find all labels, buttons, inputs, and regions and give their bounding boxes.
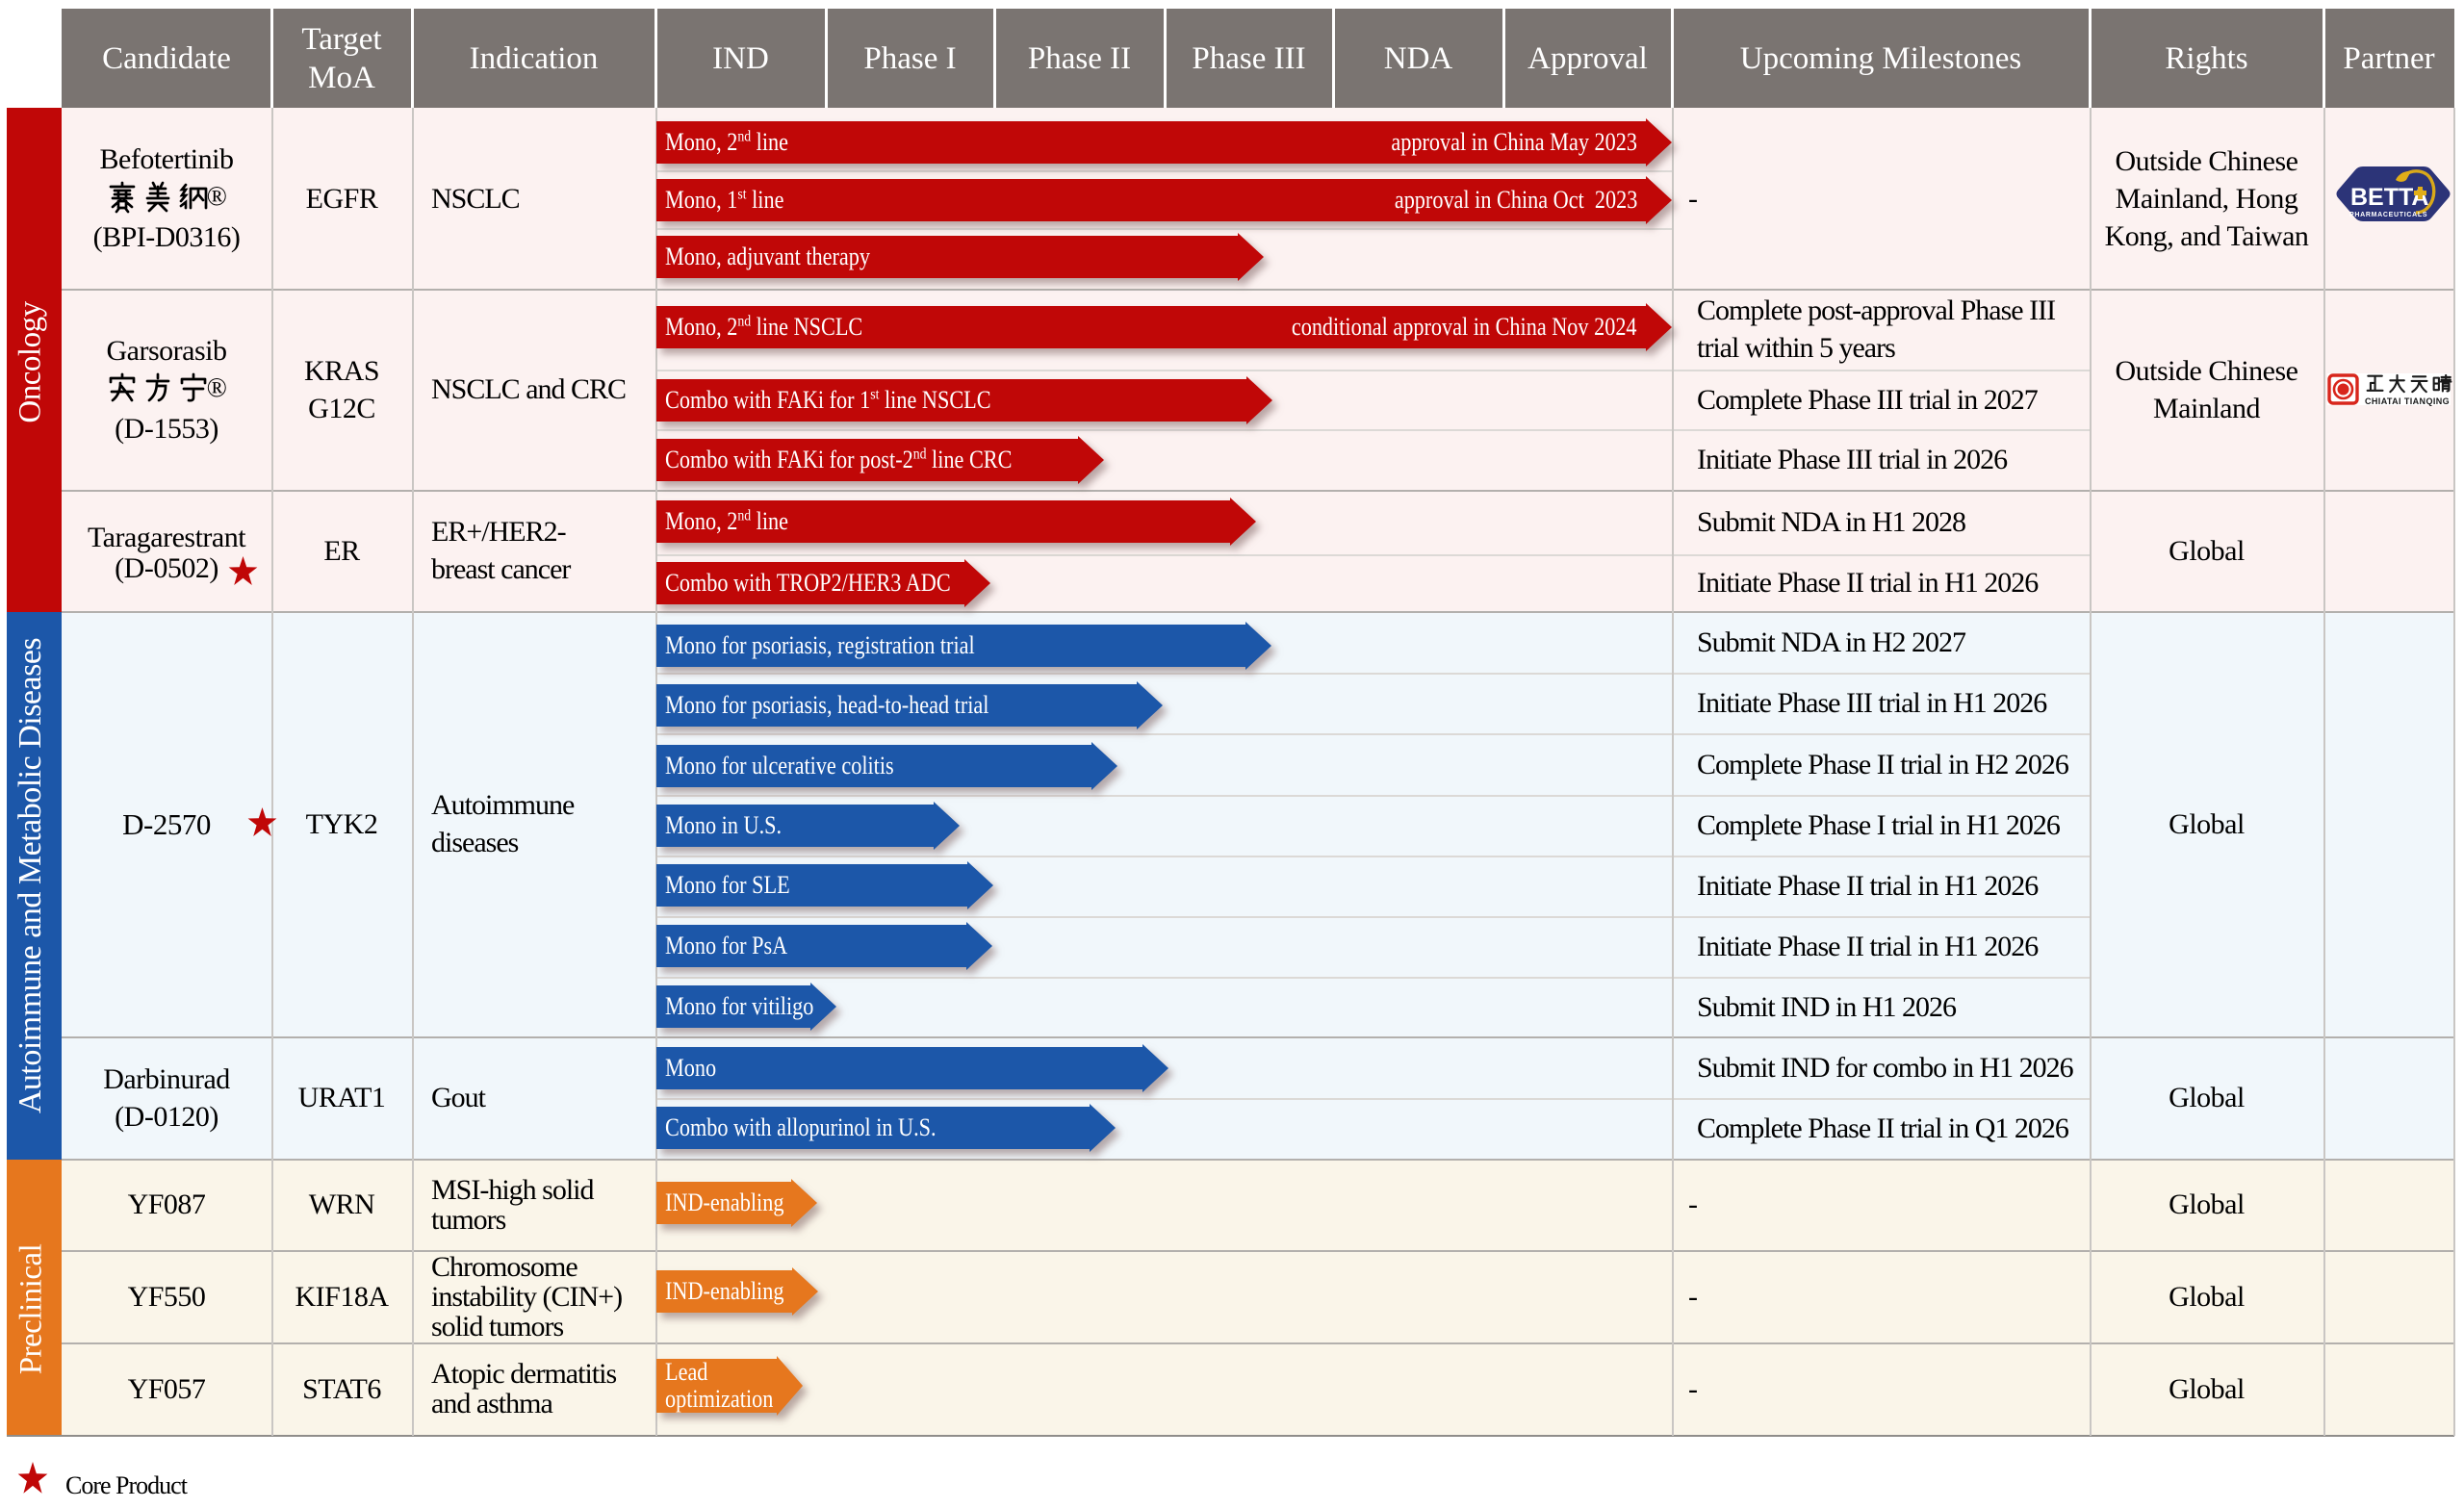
- svg-text:BETTA: BETTA: [2350, 184, 2428, 211]
- svg-text:PHARMACEUTICALS: PHARMACEUTICALS: [2349, 212, 2427, 218]
